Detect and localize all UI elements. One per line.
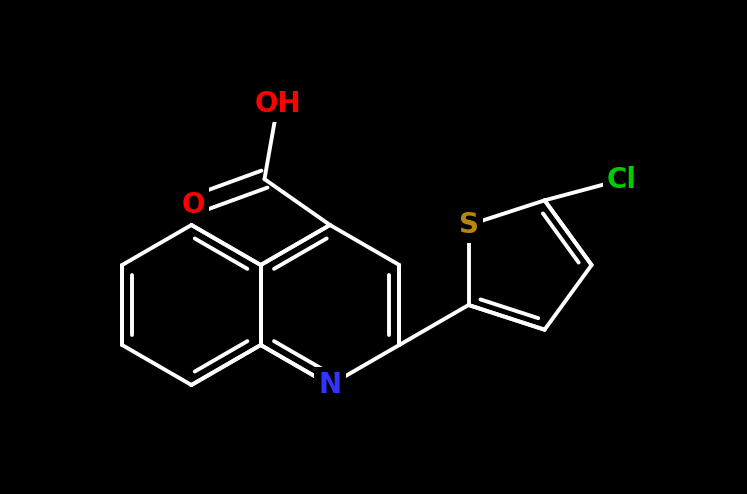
Text: Cl: Cl	[607, 165, 637, 194]
Text: N: N	[318, 371, 341, 399]
Text: S: S	[459, 211, 479, 239]
Text: OH: OH	[254, 90, 301, 118]
Text: O: O	[182, 191, 205, 219]
